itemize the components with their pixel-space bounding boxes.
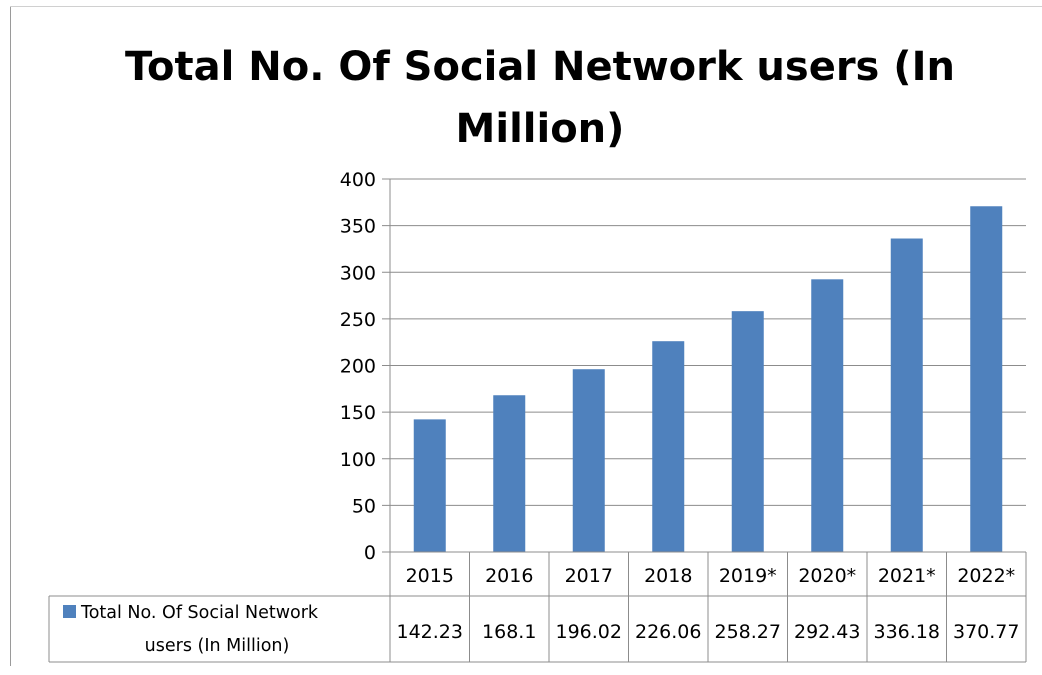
gridlines [382,178,1026,553]
bar-2017 [572,369,605,552]
bar-2016 [493,395,526,552]
y-tick-label: 350 [340,216,376,238]
y-tick-label: 250 [340,309,376,331]
value-label: 196.02 [556,621,622,643]
chart-frame-left-border [10,6,11,666]
category-label: 2020* [798,565,856,587]
value-label: 168.1 [482,621,536,643]
category-label: 2022* [957,565,1015,587]
value-label: 226.06 [635,621,701,643]
data-table: 2015 142.23 2016 168.1 2017 196.02 2018 226.06 2… [48,551,1027,663]
y-tick-label: 50 [352,495,376,517]
chart-title: Total No. Of Social Network users (In Mi… [125,44,955,152]
value-label: 142.23 [397,621,463,643]
value-label: 370.77 [953,621,1019,643]
legend-series-name: Total No. Of Social Network [80,603,319,623]
category-label: 2015 [406,565,454,587]
chart-frame-top-border [10,6,1042,7]
value-label: 292.43 [794,621,860,643]
y-tick-label: 300 [340,262,376,284]
y-tick-label: 100 [340,449,376,471]
category-label: 2019* [719,565,777,587]
legend-key [63,605,76,618]
category-label: 2018 [644,565,692,587]
bar-2015 [413,419,446,552]
bar-2020* [811,279,844,552]
y-tick-label: 150 [340,402,376,424]
bar-2018 [652,341,685,552]
bar-2021* [890,238,923,552]
bar-2019* [731,311,764,552]
legend-series-name-line2: users (In Million) [145,636,290,656]
y-tick-label: 200 [340,356,376,378]
y-axis: 0 50 100 150 200 250 300 350 400 [340,169,391,564]
y-tick-label: 400 [340,169,376,191]
bar-2022* [970,206,1003,553]
category-label: 2021* [878,565,936,587]
y-tick-label: 0 [364,542,376,564]
value-label: 336.18 [874,621,940,643]
bars [413,206,1003,553]
value-label: 258.27 [715,621,781,643]
category-label: 2016 [485,565,533,587]
category-label: 2017 [565,565,613,587]
